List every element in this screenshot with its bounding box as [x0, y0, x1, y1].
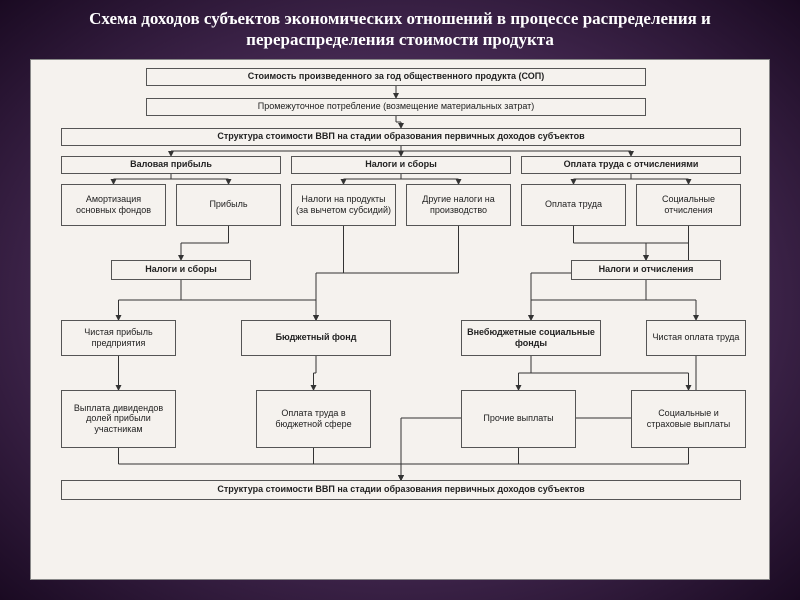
node-n5: Налоги и сборы: [291, 156, 511, 174]
node-n7: Амортизация основных фондов: [61, 184, 166, 226]
node-n10: Другие налоги на производство: [406, 184, 511, 226]
node-n12: Социальные отчисления: [636, 184, 741, 226]
node-n18: Чистая оплата труда: [646, 320, 746, 356]
node-n2: Промежуточное потребление (возмещение ма…: [146, 98, 646, 116]
slide-title: Схема доходов субъектов экономических от…: [30, 8, 770, 51]
node-n9: Налоги на продукты (за вычетом субсидий): [291, 184, 396, 226]
node-n23: Структура стоимости ВВП на стадии образо…: [61, 480, 741, 500]
node-n4: Валовая прибыль: [61, 156, 281, 174]
node-n19: Выплата дивидендов долей прибыли участни…: [61, 390, 176, 448]
node-n17: Внебюджетные социальные фонды: [461, 320, 601, 356]
node-n13: Налоги и сборы: [111, 260, 251, 280]
node-n16: Бюджетный фонд: [241, 320, 391, 356]
node-n8: Прибыль: [176, 184, 281, 226]
node-n11: Оплата труда: [521, 184, 626, 226]
node-n14: Налоги и отчисления: [571, 260, 721, 280]
node-n3: Структура стоимости ВВП на стадии образо…: [61, 128, 741, 146]
flowchart-diagram: Стоимость произведенного за год обществе…: [30, 59, 770, 581]
node-n22: Социальные и страховые выплаты: [631, 390, 746, 448]
node-n20: Оплата труда в бюджетной сфере: [256, 390, 371, 448]
node-n6: Оплата труда с отчислениями: [521, 156, 741, 174]
node-n21: Прочие выплаты: [461, 390, 576, 448]
slide: Схема доходов субъектов экономических от…: [0, 0, 800, 600]
node-n1: Стоимость произведенного за год обществе…: [146, 68, 646, 86]
node-n15: Чистая прибыль предприятия: [61, 320, 176, 356]
